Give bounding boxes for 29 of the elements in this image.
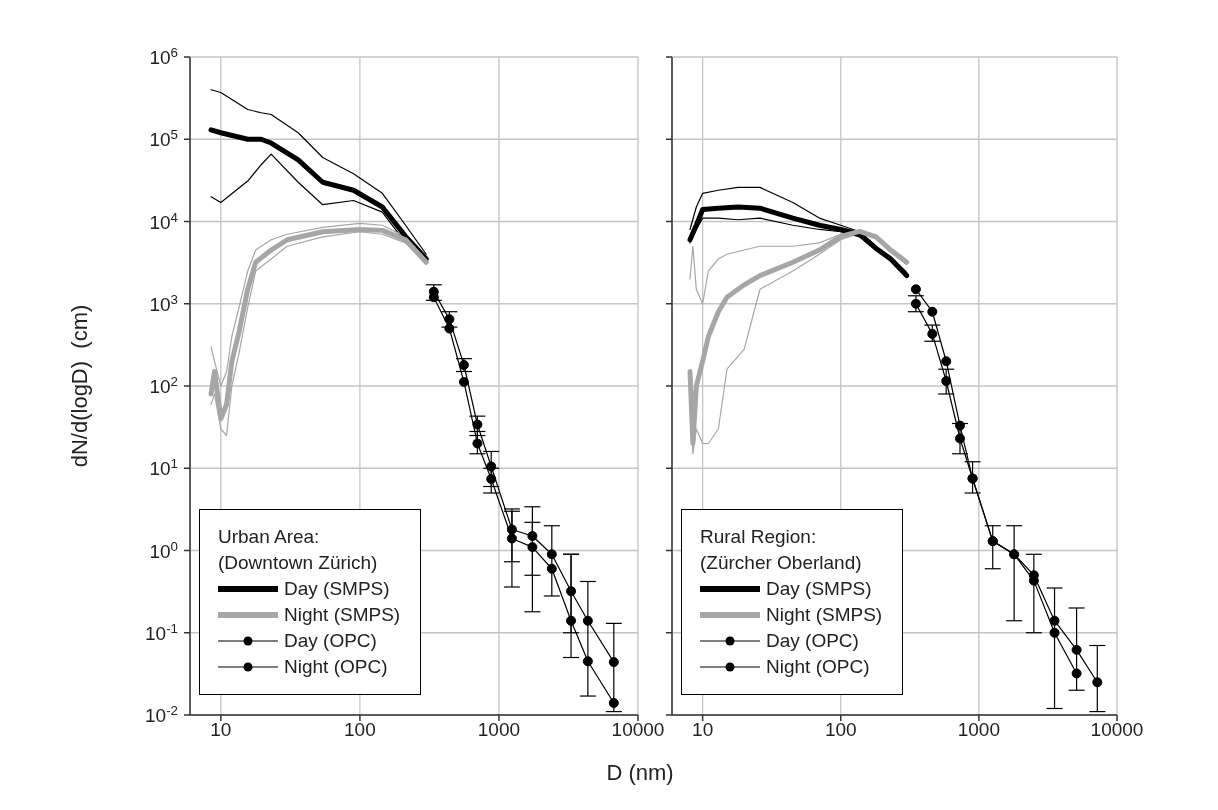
x-tick-label: 100 [344,719,376,741]
x-tick-label: 1000 [477,719,521,741]
y-tick-label: 10$^{2}$ [149,373,178,397]
x-tick-label: 10 [210,719,232,741]
x-tick-label: 100 [824,719,857,741]
legend-title: Rural Region: (Zürcher Oberland) [700,525,863,575]
x-tick-label: 10 [692,719,714,741]
y-tick-label: 10$^{1}$ [149,455,178,480]
y-tick-label: 10$^{5}$ [149,126,178,151]
legend-label: Night (SMPS) [766,603,883,627]
legend-label: Night (SMPS) [284,603,401,627]
legend-label: Day (SMPS) [284,577,390,601]
legend-label: Day (OPC) [284,629,377,653]
legend-title: Urban Area: (Downtown Zürich) [218,525,379,575]
y-tick-label: 10$^{-2}$ [145,702,178,726]
y-axis-title: dN/d(logD) (cm) [67,304,93,468]
legend-label: Day (OPC) [766,629,859,653]
y-tick-label: 10$^{3}$ [149,291,178,315]
legend-label: Night (OPC) [284,655,388,679]
y-tick-label: 10$^{0}$ [149,538,178,562]
y-tick-label: 10$^{6}$ [149,44,178,68]
y-tick-label: 10$^{-1}$ [145,620,178,644]
legend-label: Day (SMPS) [766,577,872,601]
x-axis-title: D (nm) [605,760,675,786]
x-tick-label: 10000 [611,719,665,741]
legend-label: Night (OPC) [766,655,870,679]
y-tick-label: 10$^{4}$ [149,209,178,233]
x-tick-label: 10000 [1090,719,1144,741]
x-tick-label: 1000 [957,719,1001,741]
